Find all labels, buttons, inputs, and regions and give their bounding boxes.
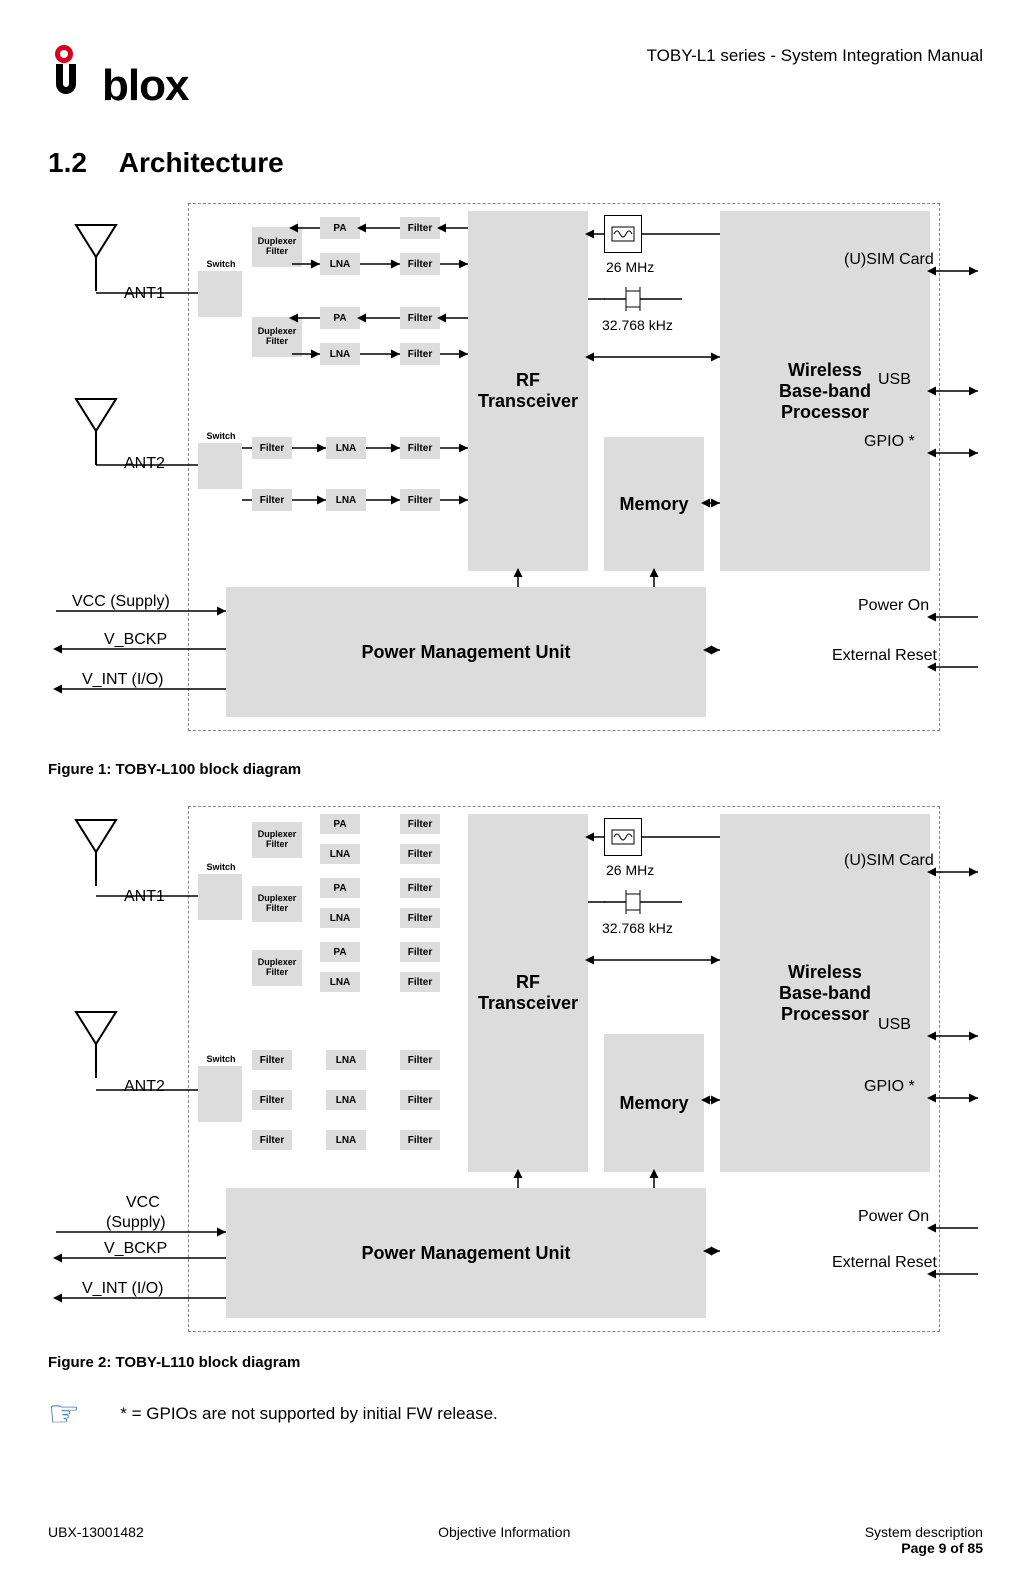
pmu-block: Power Management Unit <box>226 587 706 717</box>
note: ☞ * = GPIOs are not supported by initial… <box>48 1393 983 1435</box>
pmu-block-2: Power Management Unit <box>226 1188 706 1318</box>
footer-doc-id: UBX-13001482 <box>48 1524 144 1556</box>
switch1-2 <box>198 874 242 920</box>
oscillator-icon <box>604 215 642 253</box>
osc-32khz-label: 32.768 kHz <box>602 317 673 333</box>
pon-label: Power On <box>858 597 929 615</box>
pa2: PA <box>320 307 360 329</box>
switch1-block <box>198 271 242 317</box>
vcc-label: VCC (Supply) <box>72 593 170 611</box>
memory-block-2: Memory <box>604 1034 704 1172</box>
logo-text: blox <box>102 61 188 111</box>
logo: blox <box>48 40 188 111</box>
filter-pa2: Filter <box>400 307 440 329</box>
footer: UBX-13001482 Objective Information Syste… <box>48 1524 983 1556</box>
antenna2-icon-2 <box>66 1010 126 1080</box>
figure-1: RF Transceiver Memory Wireless Base-band… <box>48 197 983 757</box>
usim-label: (U)SIM Card <box>844 251 934 269</box>
antenna1-icon <box>66 223 126 293</box>
lna1: LNA <box>320 253 360 275</box>
vbckp-label: V_BCKP <box>104 631 167 649</box>
footer-section: System description <box>865 1524 983 1540</box>
vint-label: V_INT (I/O) <box>82 671 164 689</box>
lna2: LNA <box>320 343 360 365</box>
lna-b2: LNA <box>326 489 366 511</box>
footer-center: Objective Information <box>438 1524 570 1556</box>
figure2-caption: Figure 2: TOBY-L110 block diagram <box>48 1354 983 1371</box>
filter-b1: Filter <box>252 437 292 459</box>
filter-pa1: Filter <box>400 217 440 239</box>
pointing-hand-icon: ☞ <box>48 1393 80 1435</box>
section-title: Architecture <box>119 147 284 178</box>
filter-lna1: Filter <box>400 253 440 275</box>
filter-lna2: Filter <box>400 343 440 365</box>
note-text: * = GPIOs are not supported by initial F… <box>120 1404 497 1424</box>
filter-b1b: Filter <box>400 437 440 459</box>
figure1-caption: Figure 1: TOBY-L100 block diagram <box>48 761 983 778</box>
rf-transceiver-block-2: RF Transceiver <box>468 814 588 1172</box>
filter-b2b: Filter <box>400 489 440 511</box>
duplexer2: Duplexer Filter <box>252 317 302 357</box>
usb-label: USB <box>878 371 911 389</box>
switch2-block <box>198 443 242 489</box>
memory-block: Memory <box>604 437 704 571</box>
ant1-label: ANT1 <box>124 285 165 303</box>
switch2-2 <box>198 1066 242 1122</box>
filter-b2: Filter <box>252 489 292 511</box>
figure-2: RF Transceiver Memory Wireless Base-band… <box>48 800 983 1350</box>
footer-page: Page 9 of 85 <box>865 1540 983 1556</box>
pa1: PA <box>320 217 360 239</box>
gpio-label: GPIO * <box>864 433 915 451</box>
antenna2-icon <box>66 397 126 467</box>
rf-transceiver-block: RF Transceiver <box>468 211 588 571</box>
lna-b1: LNA <box>326 437 366 459</box>
oscillator-icon-2 <box>604 818 642 856</box>
crystal-icon <box>604 285 682 313</box>
duplexer1: Duplexer Filter <box>252 227 302 267</box>
page-header: blox TOBY-L1 series - System Integration… <box>48 40 983 111</box>
crystal-icon-2 <box>604 888 682 916</box>
ant2-label: ANT2 <box>124 455 165 473</box>
osc-26mhz-label: 26 MHz <box>606 259 654 275</box>
antenna1-icon-2 <box>66 818 126 888</box>
section-heading: 1.2 Architecture <box>48 147 983 179</box>
section-number: 1.2 <box>48 147 112 179</box>
ereset-label: External Reset <box>832 647 937 665</box>
document-title: TOBY-L1 series - System Integration Manu… <box>647 46 983 66</box>
